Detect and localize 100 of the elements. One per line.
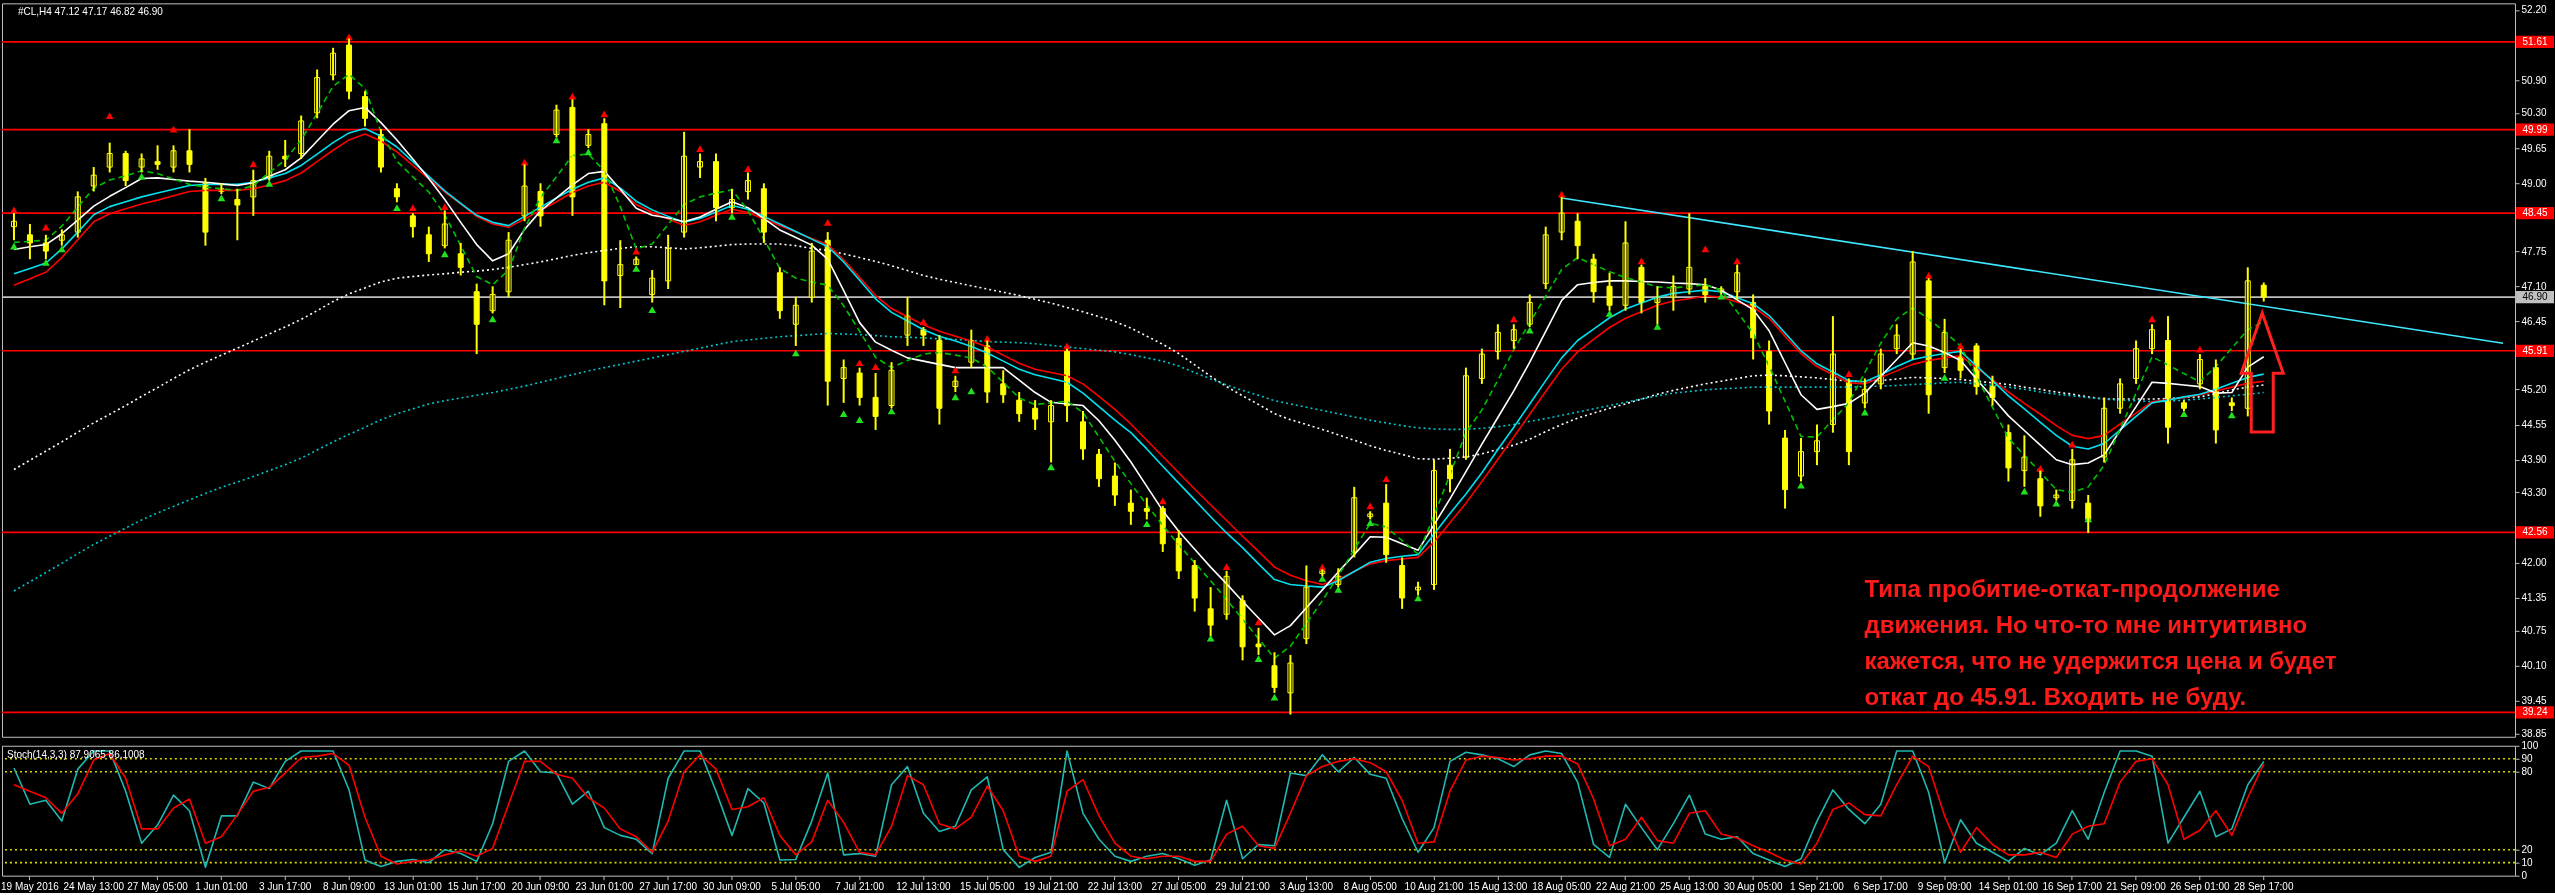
y-tick-label: 50.90	[2521, 74, 2547, 86]
x-tick-label: 7 Jul 21:00	[835, 881, 885, 893]
y-tick-label: 50.30	[2521, 107, 2547, 119]
point	[488, 315, 497, 323]
y-tick-label: 90	[2521, 753, 2534, 765]
x-tick-label: 30 Jun 09:00	[703, 881, 762, 893]
point	[744, 165, 752, 173]
point	[1142, 520, 1151, 528]
x-tick-label: 9 Sep 09:00	[1917, 881, 1972, 893]
y-tick-label: 40.75	[2521, 625, 2547, 637]
x-tick-label: 19 May 2016	[1, 881, 60, 893]
annotation: Типа пробитие-откат-продолжение движения. Но что-то мне интуитивно кажется, что не удержится цена и будет откат до 45.91. Входить не буду.	[1864, 574, 2337, 710]
point	[1366, 519, 1375, 527]
x-tick-label: 6 Sep 17:00	[1853, 881, 1909, 893]
x-tick-label: 30 Aug 05:00	[1723, 881, 1784, 893]
x-tick-label: 18 Aug 05:00	[1532, 881, 1592, 893]
point	[2020, 487, 2029, 495]
point	[696, 145, 704, 152]
ref-line-label: 51.61	[2522, 35, 2548, 47]
x-tick-label: 8 Aug 05:00	[1343, 881, 1398, 893]
candlestick	[1255, 626, 1262, 656]
point	[1956, 342, 1965, 350]
x-tick-label: 24 May 13:00	[63, 881, 125, 893]
point	[1254, 655, 1263, 663]
point	[823, 218, 832, 226]
y-tick-label: 42.00	[2521, 557, 2547, 569]
y-tick-label: 49.65	[2521, 142, 2547, 154]
x-tick-label: 27 Jul 05:00	[1151, 881, 1207, 893]
point	[42, 259, 50, 266]
point	[967, 387, 976, 395]
point	[10, 206, 18, 214]
point	[951, 393, 960, 401]
x-tick-label: 16 Sep 17:00	[2042, 881, 2103, 893]
point	[2036, 465, 2045, 472]
point	[1637, 257, 1646, 265]
x-tick-label: 15 Jul 05:00	[960, 881, 1015, 893]
y-tick-label: 43.90	[2521, 454, 2547, 466]
point	[1924, 272, 1933, 279]
x-tick-label: 15 Aug 13:00	[1468, 881, 1528, 893]
point	[1525, 326, 1534, 334]
point	[2180, 410, 2188, 418]
point	[855, 416, 864, 424]
y-tick-label: 52.20	[2521, 4, 2547, 16]
y-tick-label: 46.45	[2521, 316, 2547, 328]
y-tick-label: 47.75	[2521, 245, 2547, 257]
point	[648, 306, 657, 313]
point	[855, 359, 864, 367]
point	[600, 110, 609, 118]
point	[440, 250, 449, 258]
x-tick-label: 8 Jun 09:00	[322, 881, 376, 893]
point	[1940, 374, 1949, 381]
point	[10, 242, 18, 250]
chart-title: #CL,H4 47.12 47.17 46.82 46.90	[17, 6, 164, 18]
x-tick-label: 1 Sep 21:00	[1790, 881, 1845, 893]
point	[42, 223, 50, 231]
y-tick-label: 40.10	[2521, 660, 2547, 672]
point	[728, 213, 736, 220]
x-tick-label: 25 Aug 13:00	[1659, 881, 1720, 893]
x-tick-label: 12 Jul 13:00	[896, 881, 952, 893]
y-tick-label: 47.10	[2521, 280, 2547, 292]
y-tick-label: 44.55	[2521, 419, 2547, 431]
ref-line-label: 49.99	[2522, 123, 2548, 135]
x-tick-label: 3 Aug 13:00	[1279, 881, 1334, 893]
x-tick-label: 13 Jun 01:00	[383, 881, 443, 893]
ref-line-label: 45.91	[2522, 344, 2548, 356]
y-tick-label: 43.30	[2521, 486, 2547, 498]
point	[1557, 190, 1566, 198]
point	[871, 363, 880, 370]
point	[1733, 257, 1742, 265]
point	[983, 335, 992, 342]
ref-line-label: 46.90	[2522, 291, 2548, 303]
point	[584, 148, 593, 156]
y-tick-label: 10	[2521, 857, 2534, 869]
point	[1366, 502, 1375, 510]
x-tick-label: 29 Jul 21:00	[1215, 881, 1271, 893]
point	[105, 112, 114, 119]
x-tick-label: 26 Sep 01:00	[2170, 881, 2231, 893]
point	[1254, 618, 1263, 626]
point	[839, 410, 848, 418]
ref-line-label: 48.45	[2522, 207, 2548, 219]
x-tick-label: 27 Jun 17:00	[639, 881, 698, 893]
x-tick-label: 10 Aug 21:00	[1404, 881, 1464, 893]
x-tick-label: 5 Jul 05:00	[771, 881, 821, 893]
point	[408, 204, 417, 212]
x-tick-label: 19 Jul 21:00	[1023, 881, 1079, 893]
y-tick-label: 80	[2521, 766, 2534, 778]
candlestick	[154, 144, 161, 171]
point	[1509, 315, 1518, 323]
x-tick-label: 21 Sep 09:00	[2106, 881, 2167, 893]
y-tick-label: 39.45	[2521, 695, 2547, 707]
y-tick-label: 38.85	[2521, 728, 2547, 740]
point	[1845, 370, 1853, 377]
x-tick-label: 27 May 05:00	[127, 881, 189, 893]
point	[951, 366, 960, 374]
point	[1797, 481, 1805, 489]
point	[1047, 463, 1055, 471]
point	[2196, 345, 2204, 353]
x-tick-label: 20 Jun 09:00	[511, 881, 570, 893]
point	[552, 136, 561, 144]
point	[887, 407, 896, 415]
